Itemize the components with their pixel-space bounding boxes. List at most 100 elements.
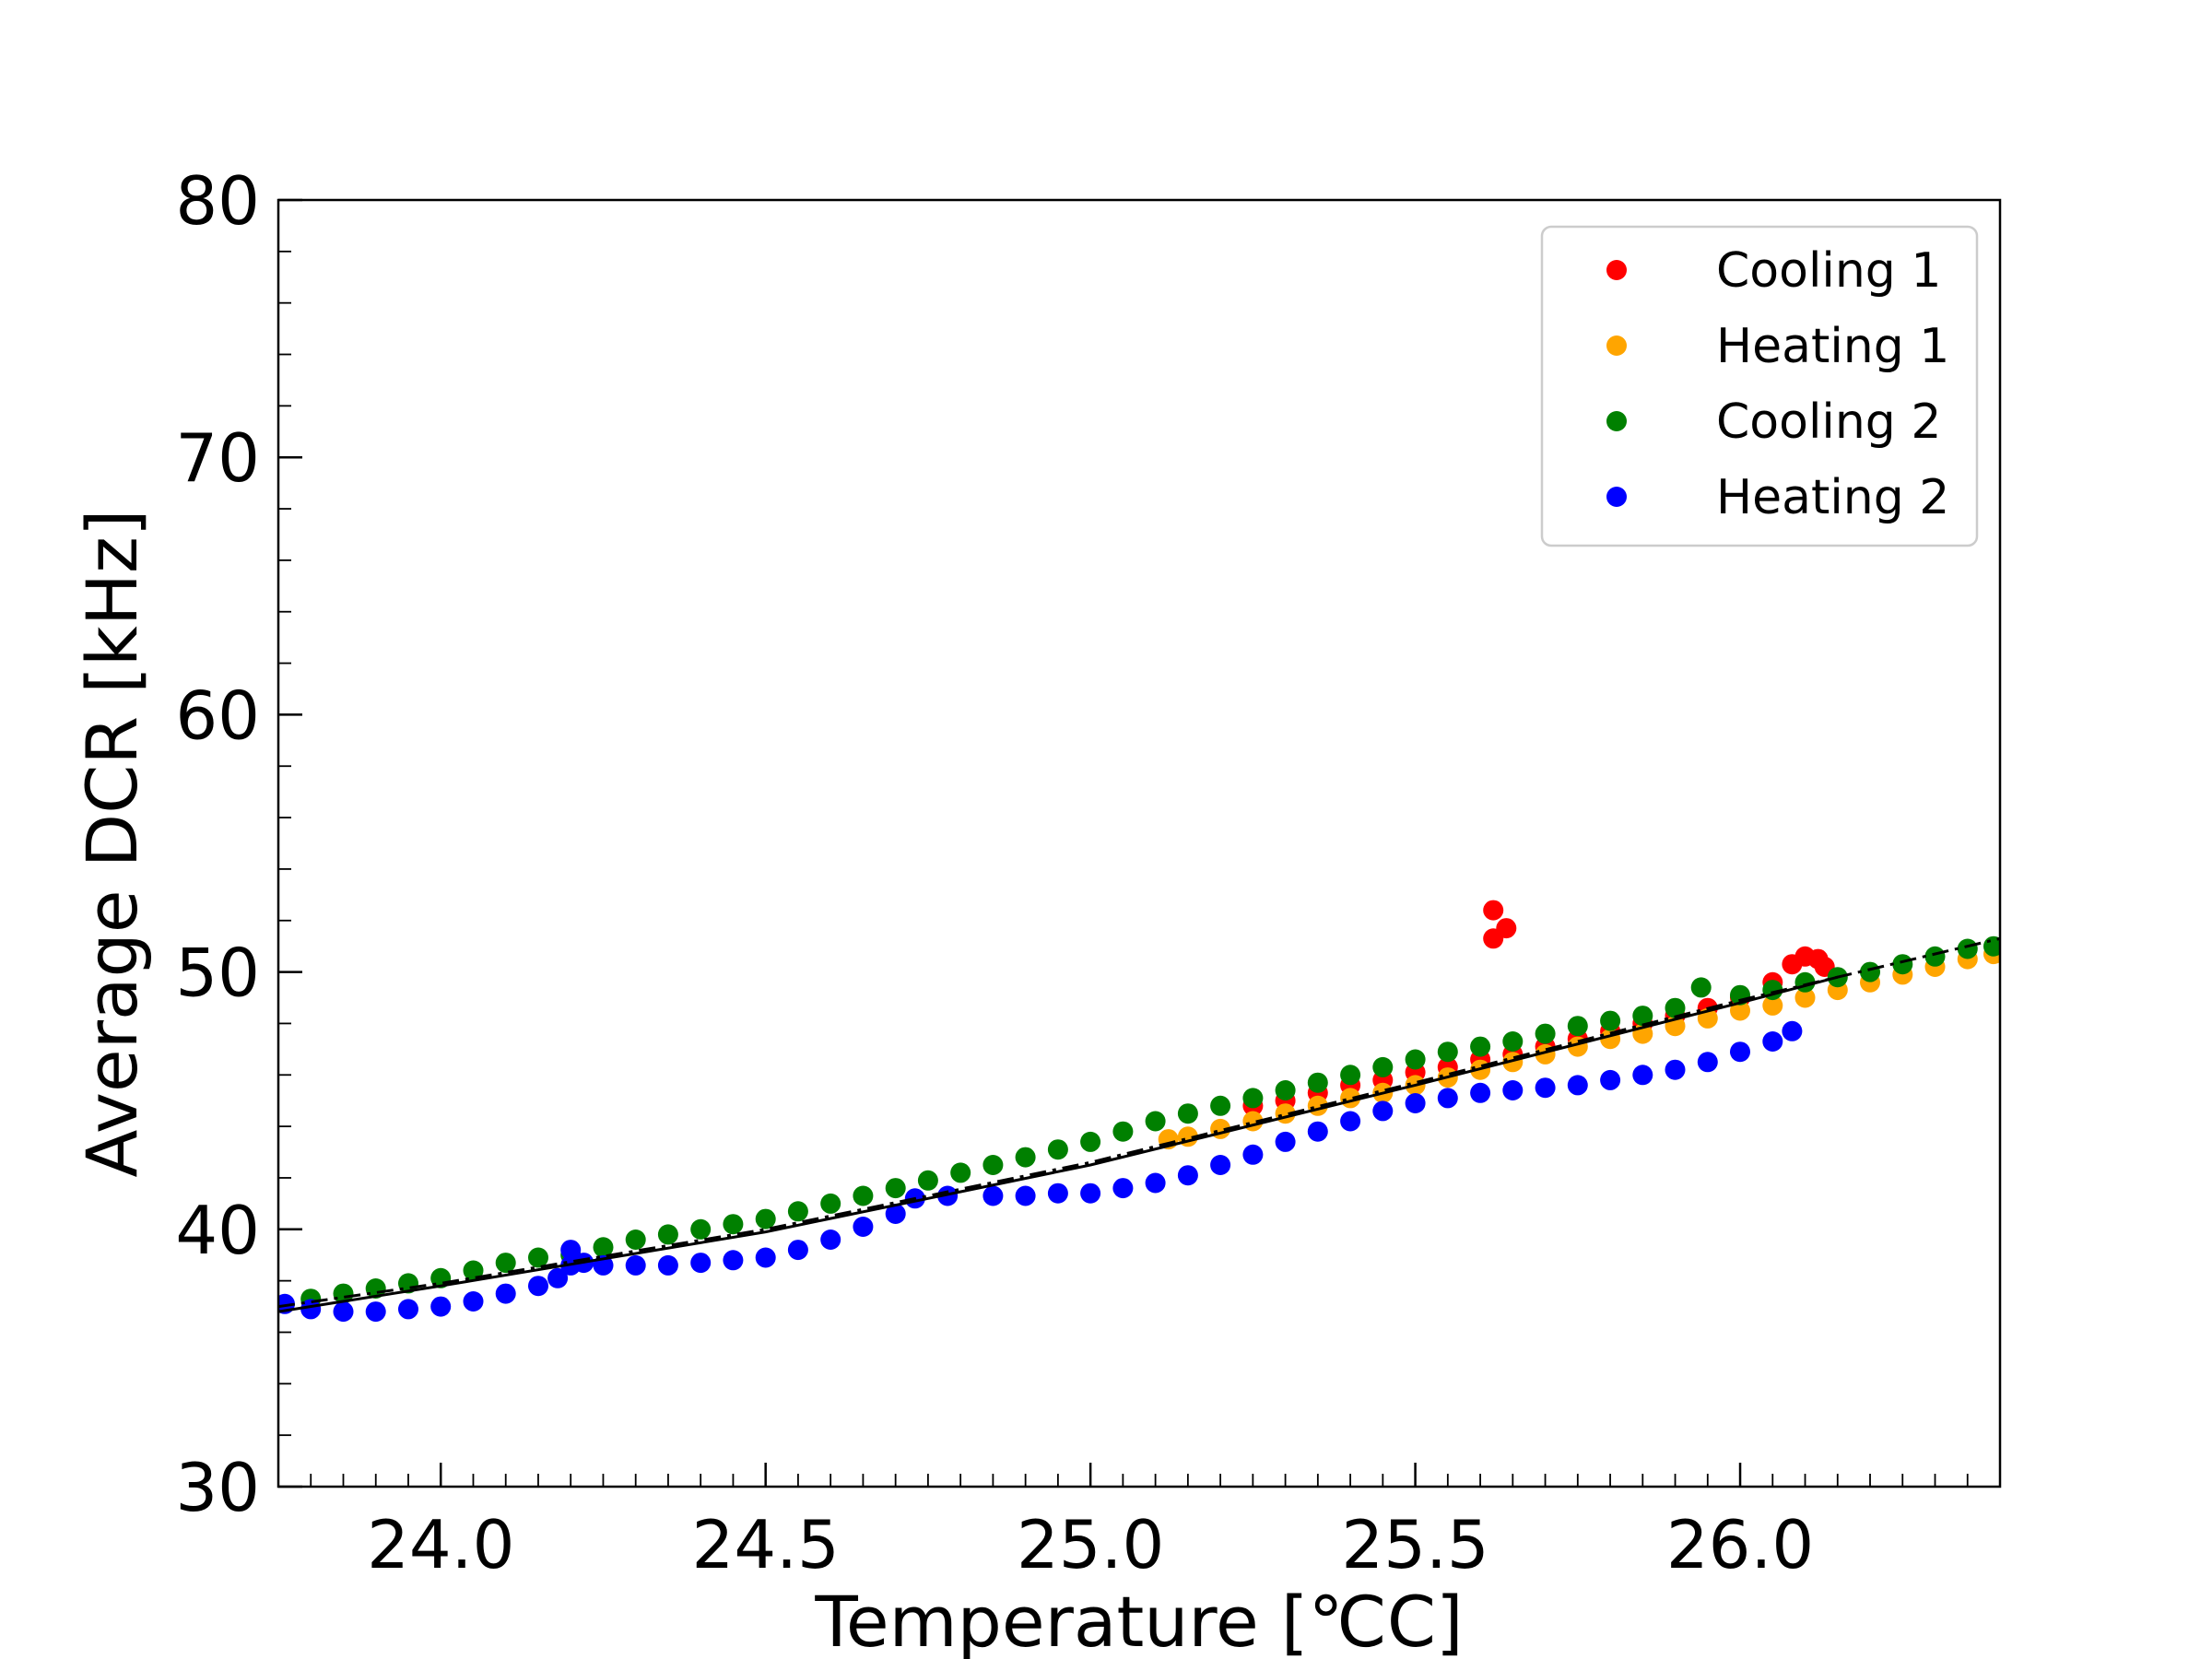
y-axis-label: Average DCR [kHz] [71,509,153,1177]
point-cooling-2-18 [885,1178,906,1199]
point-heating-2-4 [398,1299,418,1320]
x-tick-label: 26.0 [1666,1506,1814,1583]
point-heating-2-29 [1112,1178,1134,1199]
point-heating-2-41 [1502,1080,1524,1100]
x-tick-label: 25.0 [1017,1506,1164,1583]
point-cooling-2-31 [1307,1072,1328,1093]
point-heating-2-46 [1665,1059,1686,1080]
point-cooling-2-33 [1372,1056,1394,1077]
point-heating-2-25 [982,1185,1004,1206]
point-cooling-2-23 [1047,1139,1068,1160]
point-cooling-2-2 [365,1278,386,1299]
plot-area [278,900,2000,1323]
point-cooling-2-1 [333,1283,354,1304]
point-heating-2-42 [1535,1077,1556,1099]
point-heating-2-39 [1437,1088,1458,1109]
point-cooling-2-29 [1242,1088,1264,1109]
point-cooling-2-25 [1112,1121,1134,1142]
point-cooling-2-13 [723,1214,744,1235]
point-heating-2-43 [1567,1075,1588,1096]
point-cooling-2-32 [1340,1065,1361,1086]
point-heating-2-8 [528,1276,548,1297]
point-heating-2-11 [560,1240,582,1261]
point-cooling-2-28 [1210,1095,1231,1116]
point-cooling-2-20 [950,1162,971,1183]
point-cooling-2-51 [1957,938,1978,959]
point-cooling-2-34 [1405,1049,1426,1070]
x-tick-label: 24.0 [367,1506,514,1583]
point-cooling-1-21 [1483,900,1504,921]
point-heating-2-37 [1372,1100,1394,1122]
point-cooling-2-50 [1924,946,1946,967]
point-cooling-2-14 [755,1208,776,1230]
point-cooling-1-23 [1496,918,1517,939]
point-cooling-2-9 [593,1237,614,1258]
point-heating-2-40 [1470,1082,1491,1103]
point-heating-2-15 [657,1254,678,1276]
legend-label-heating-2: Heating 2 [1716,470,1949,525]
point-cooling-2-26 [1145,1111,1166,1132]
point-heating-2-27 [1047,1182,1068,1204]
point-cooling-2-7 [528,1247,548,1268]
point-heating-2-32 [1210,1155,1231,1175]
point-cooling-2-49 [1892,954,1913,975]
point-heating-2-16 [690,1253,712,1274]
point-heating-2-9 [547,1267,569,1288]
point-cooling-2-24 [1080,1131,1101,1152]
point-cooling-2-19 [917,1170,938,1191]
point-cooling-2-16 [820,1193,841,1214]
point-cooling-2-36 [1470,1036,1491,1057]
point-heating-2-26 [1015,1185,1036,1206]
y-tick-label: 30 [175,1449,260,1526]
point-cooling-2-41 [1632,1006,1653,1027]
x-tick-label: 25.5 [1341,1506,1488,1583]
point-heating-2-19 [787,1240,808,1261]
point-cooling-2-27 [1177,1103,1198,1124]
y-tick-label: 40 [175,1192,260,1269]
point-heating-2-1 [300,1299,322,1320]
point-heating-2-5 [430,1296,452,1317]
point-heating-2-49 [1762,1031,1783,1052]
point-heating-2-47 [1697,1052,1718,1073]
point-cooling-2-37 [1502,1031,1524,1052]
point-cooling-2-39 [1567,1016,1588,1037]
point-cooling-2-5 [463,1260,484,1281]
point-cooling-2-22 [1015,1147,1036,1168]
y-tick-label: 80 [175,162,260,240]
point-heating-2-6 [463,1291,484,1312]
point-heating-2-24 [937,1185,959,1206]
legend-marker-heating-1 [1606,335,1627,356]
legend-label-cooling-1: Cooling 1 [1716,243,1941,299]
plot-content [278,900,2000,1323]
point-heating-2-17 [723,1250,744,1271]
series-cooling-2 [300,935,2000,1310]
point-cooling-2-35 [1437,1041,1458,1063]
point-cooling-2-17 [853,1185,874,1206]
legend-label-cooling-2: Cooling 2 [1716,394,1941,450]
legend-marker-cooling-1 [1606,260,1627,280]
point-heating-2-2 [333,1301,354,1323]
point-cooling-2-15 [787,1201,808,1222]
fit-dashdot [278,936,2000,1309]
point-heating-2-36 [1340,1111,1361,1132]
point-heating-2-34 [1275,1131,1296,1152]
point-cooling-2-42 [1665,997,1686,1018]
point-heating-2-44 [1600,1069,1621,1090]
x-tick-label: 24.5 [692,1506,840,1583]
point-cooling-2-6 [495,1253,516,1274]
point-heating-2-7 [495,1283,516,1304]
point-heating-2-31 [1177,1165,1198,1186]
legend-marker-cooling-2 [1606,411,1627,431]
point-cooling-2-10 [625,1230,646,1250]
point-heating-2-20 [820,1230,841,1250]
point-heating-2-45 [1632,1065,1653,1086]
point-cooling-2-40 [1600,1010,1621,1031]
point-heating-2-38 [1405,1093,1426,1113]
point-cooling-2-11 [657,1224,678,1245]
legend-marker-heating-2 [1606,487,1627,507]
x-axis-label: Temperature [℃C] [814,1581,1463,1659]
legend-label-heating-1: Heating 1 [1716,319,1949,374]
point-heating-2-21 [853,1217,874,1237]
axes-frame [276,198,2002,1488]
